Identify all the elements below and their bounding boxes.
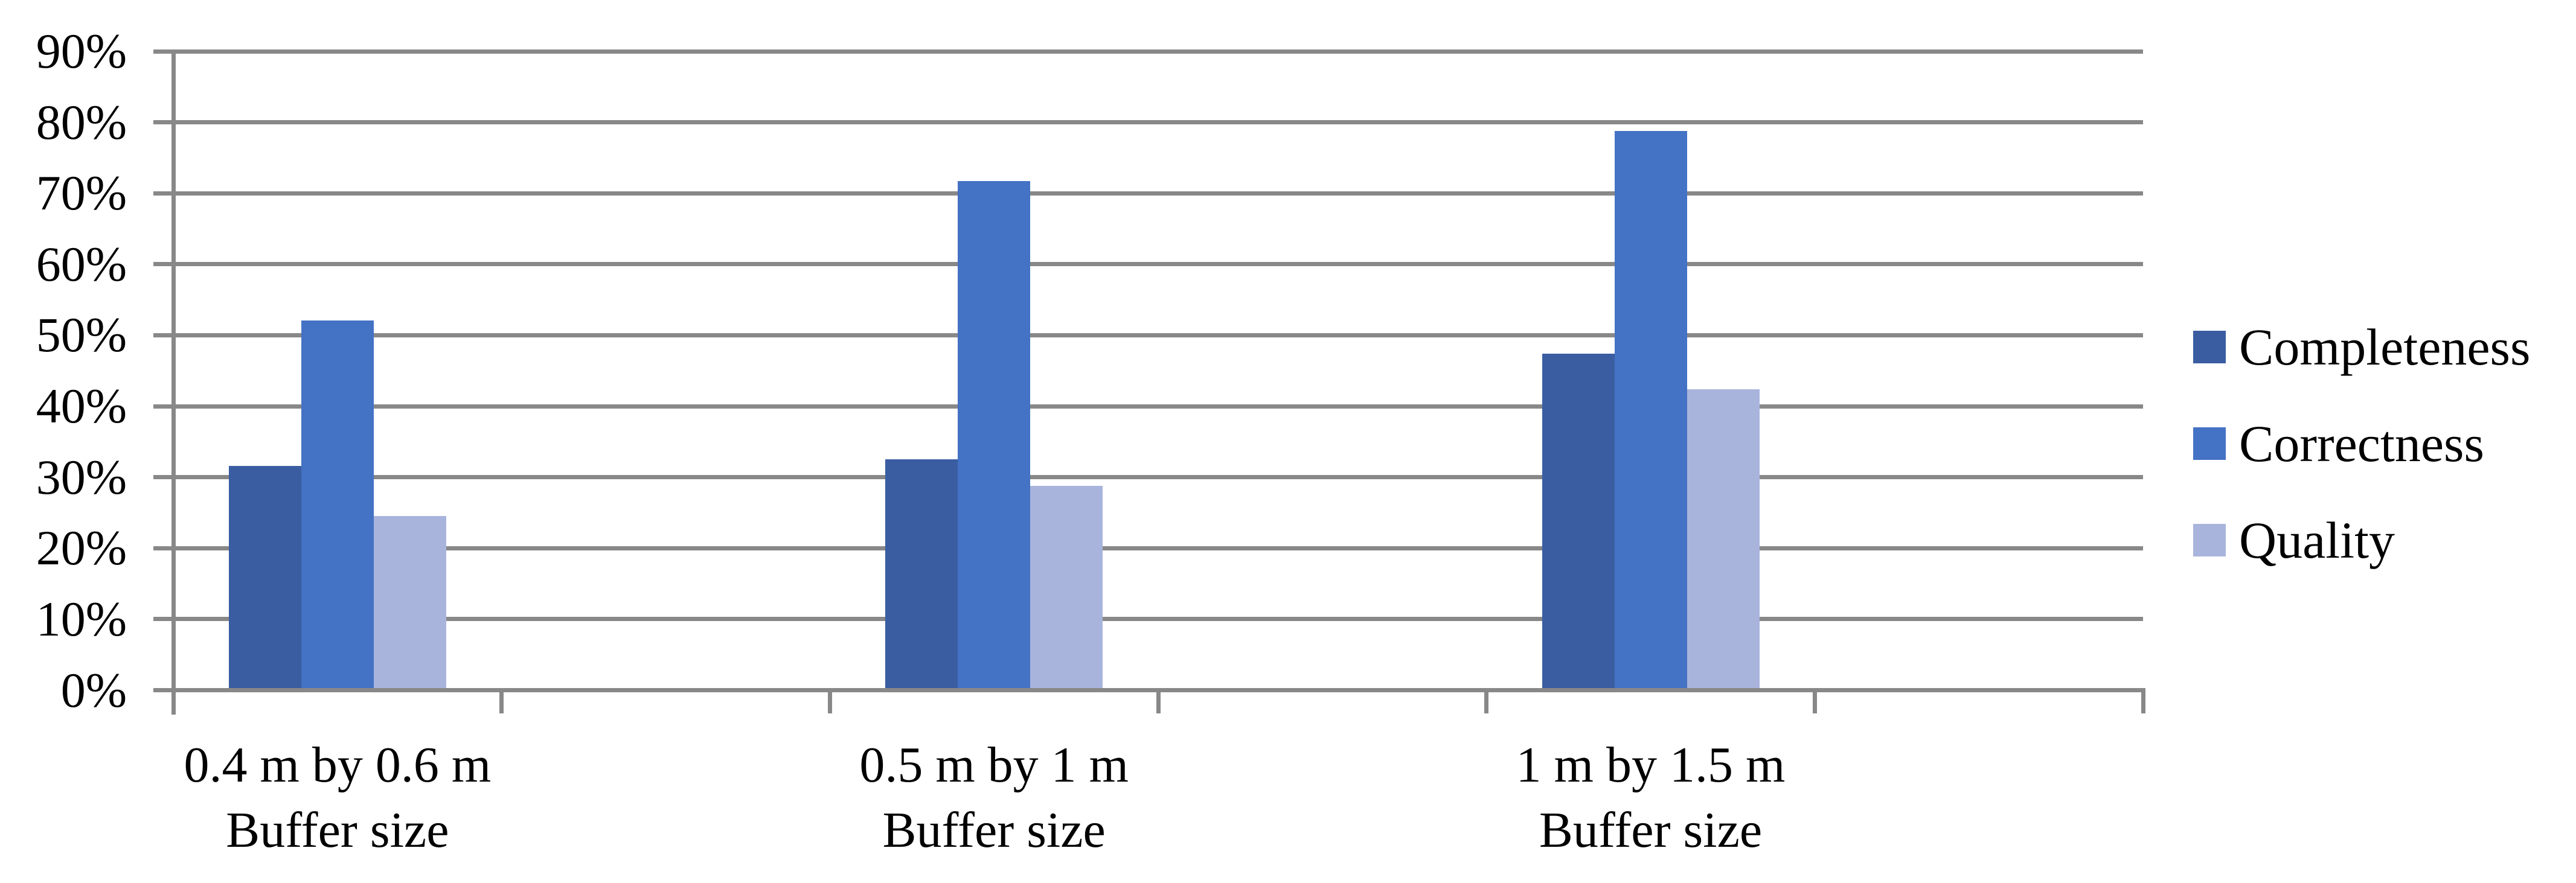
y-axis-tick-label-0: 0% [60,662,127,718]
y-axis-tick-label-40: 40% [36,378,127,434]
y-axis-tick-label-80: 80% [36,94,127,150]
category-label-line1: 0.5 m by 1 m [859,737,1129,793]
y-gridline-20 [153,546,2143,550]
y-axis-tick-label-10: 10% [36,591,127,646]
x-axis-tick-3 [1156,688,1161,713]
y-axis-tick-label-70: 70% [36,165,127,221]
y-gridline-70 [153,191,2143,196]
y-gridline-0 [153,688,2143,692]
y-axis-tick-label-20: 20% [36,520,127,576]
y-axis-tick-label-60: 60% [36,236,127,292]
category-label-line2: Buffer size [226,802,449,858]
legend-item-quality: Quality [2193,504,2395,576]
legend-swatch-quality [2193,524,2226,556]
legend-label-completeness: Completeness [2239,318,2531,376]
y-gridline-10 [153,617,2143,622]
y-axis-tick-label-90: 90% [36,24,127,78]
category-label-line1: 1 m by 1.5 m [1516,737,1786,793]
y-gridline-80 [153,120,2143,125]
x-axis-tick-6 [2141,688,2145,713]
category-label-line1: 0.4 m by 0.6 m [184,737,492,793]
y-axis-line [171,51,176,715]
bar-completeness-group3 [1542,354,1615,692]
bar-quality-group1 [373,516,446,692]
category-label-1: 0.4 m by 0.6 m Buffer size [108,733,567,863]
bar-completeness-group1 [228,465,301,692]
category-label-line2: Buffer size [882,802,1106,858]
y-gridline-60 [153,262,2143,267]
legend-swatch-correctness [2193,427,2226,460]
bar-correctness-group2 [958,181,1031,692]
y-axis-tick-label-50: 50% [36,307,127,363]
y-axis-tick-label-30: 30% [36,449,127,505]
legend-item-completeness: Completeness [2193,311,2531,383]
x-axis-tick-2 [827,688,832,713]
y-gridline-50 [153,333,2143,337]
category-label-2: 0.5 m by 1 m Buffer size [764,733,1223,863]
x-axis-tick-4 [1484,688,1489,713]
x-axis-tick-5 [1812,688,1817,713]
y-gridline-90 [153,49,2143,54]
x-axis-tick-1 [499,688,504,713]
bar-correctness-group3 [1614,130,1687,692]
bar-correctness-group1 [301,320,374,692]
legend-item-correctness: Correctness [2193,407,2484,480]
bar-completeness-group2 [885,459,958,692]
legend-swatch-completeness [2193,331,2226,363]
bar-quality-group2 [1030,485,1103,692]
category-label-line2: Buffer size [1539,802,1763,858]
bar-quality-group3 [1687,389,1760,692]
category-label-3: 1 m by 1.5 m Buffer size [1421,733,1880,863]
legend-label-quality: Quality [2239,511,2395,569]
y-gridline-30 [153,475,2143,480]
y-gridline-40 [153,404,2143,409]
legend-label-correctness: Correctness [2239,415,2484,473]
